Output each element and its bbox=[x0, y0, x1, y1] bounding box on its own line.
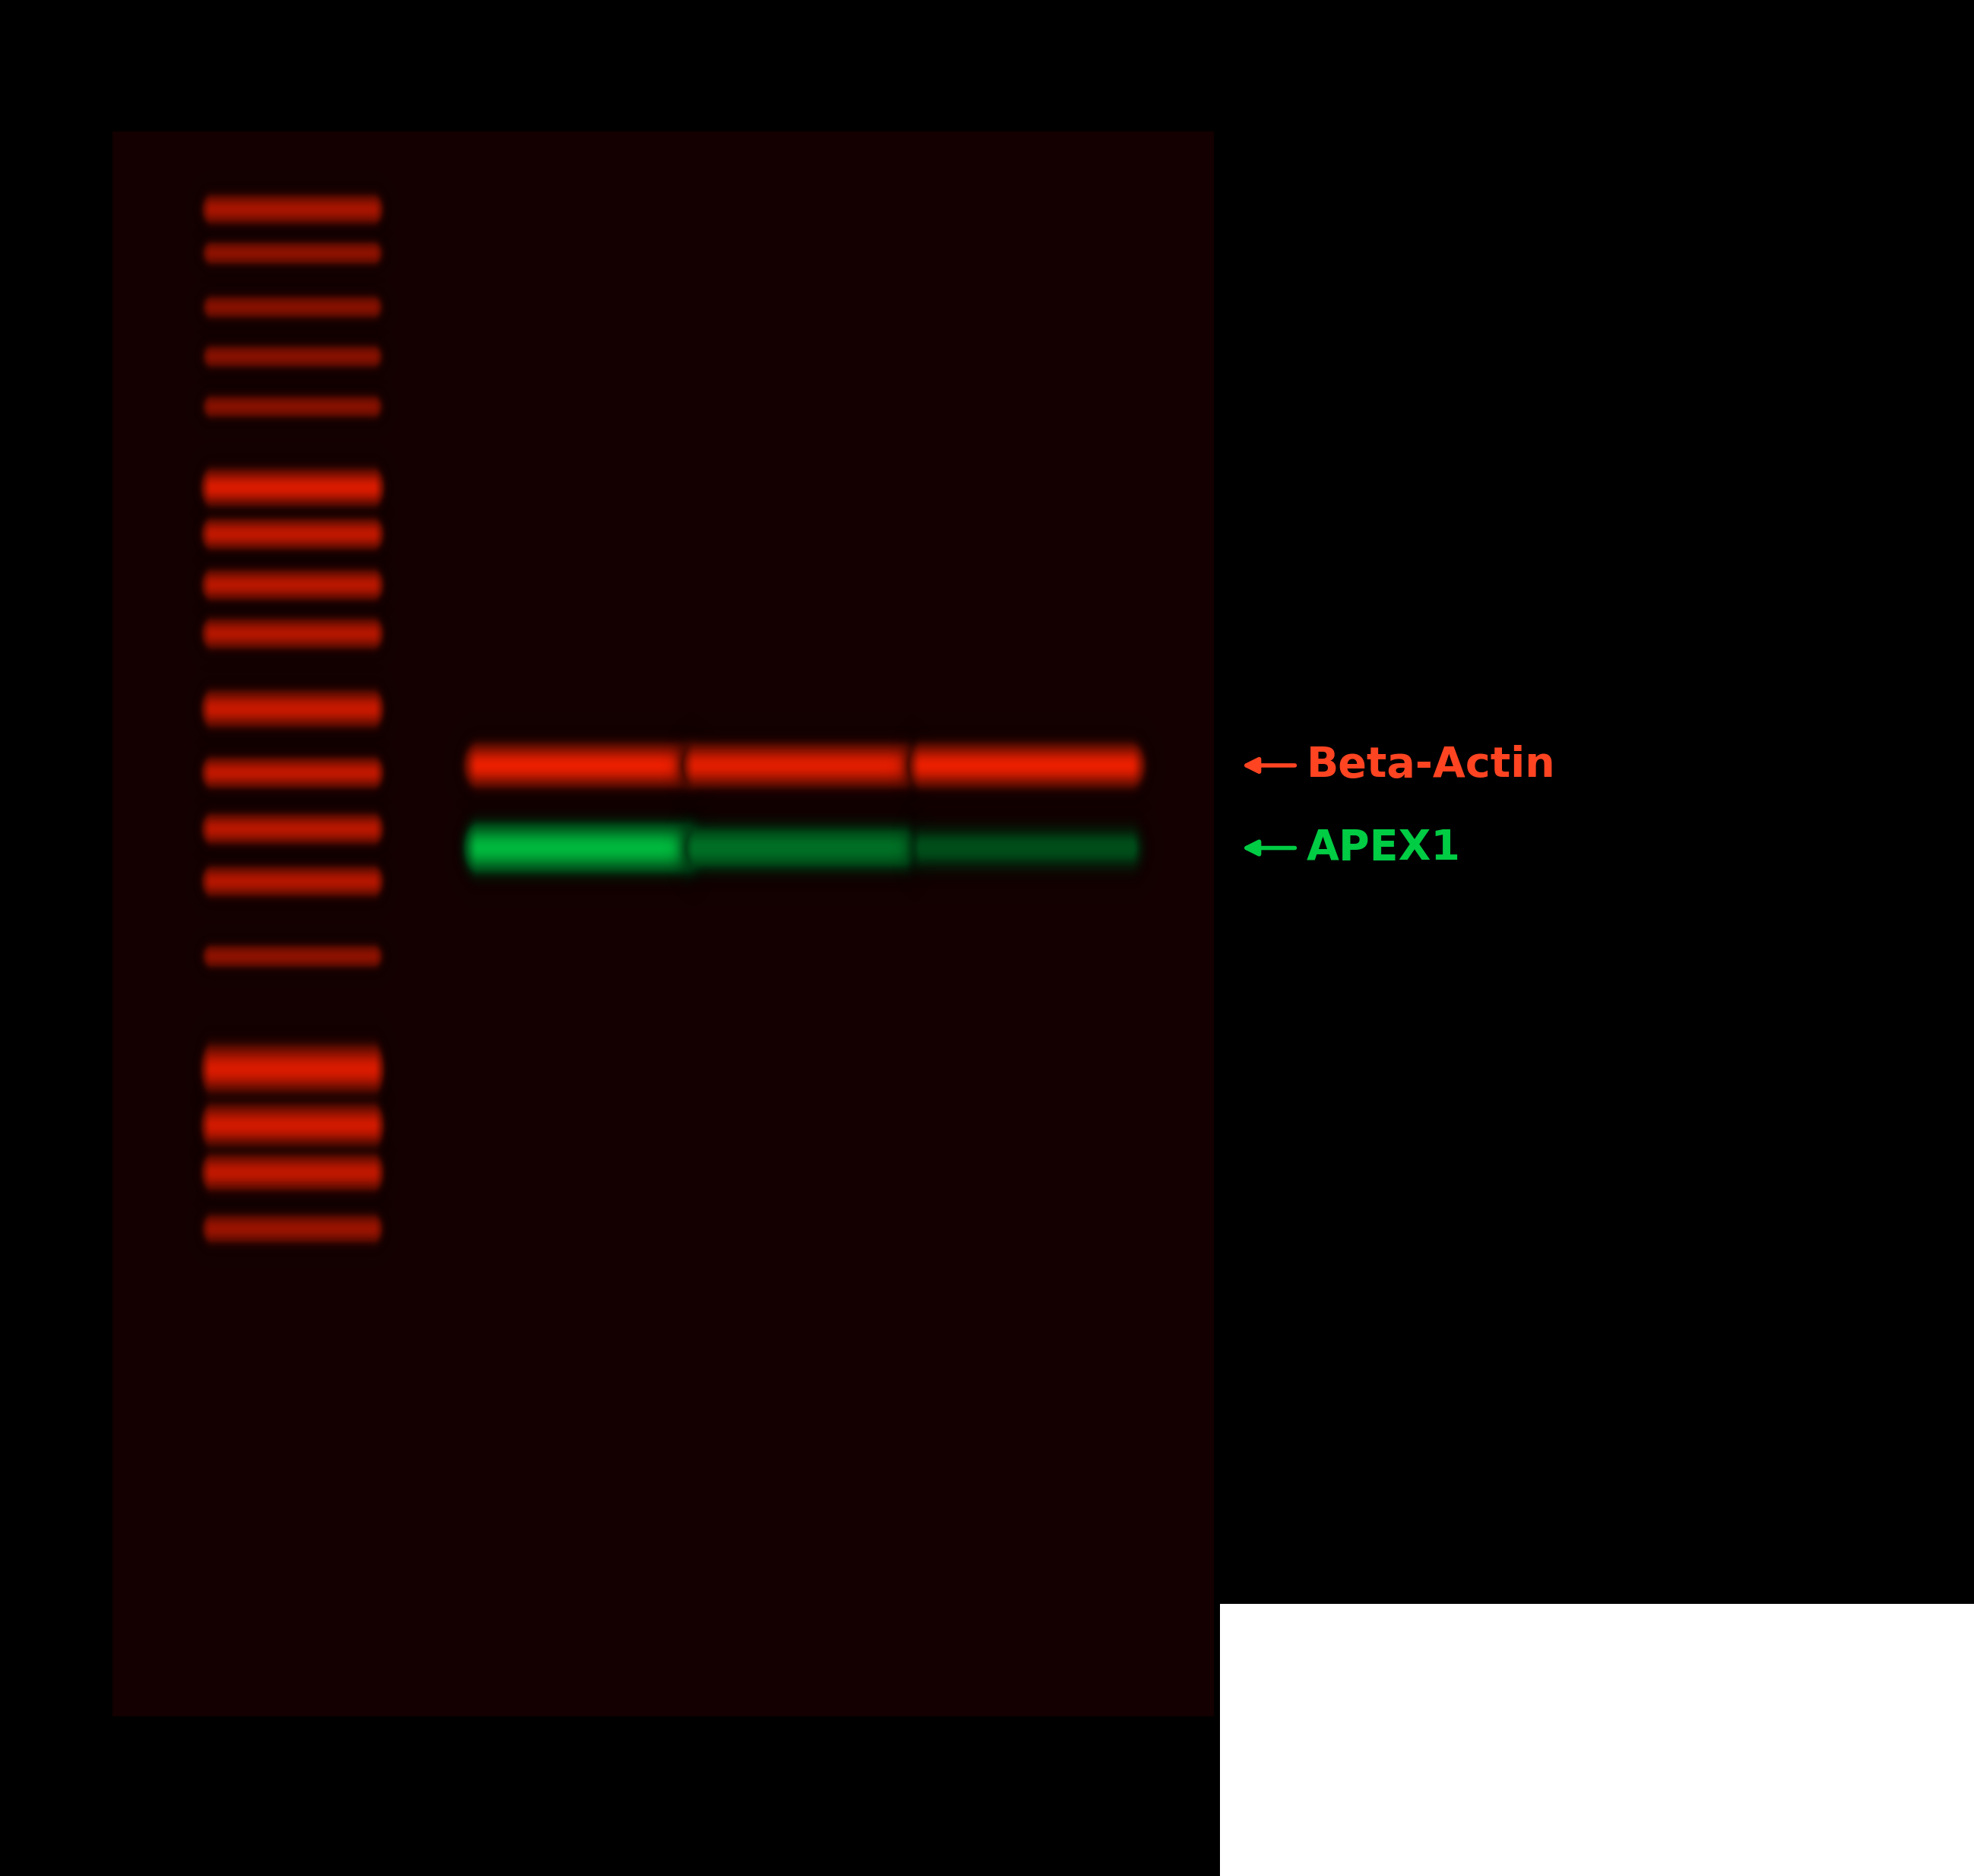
Text: APEX1: APEX1 bbox=[1307, 827, 1461, 869]
Bar bbox=[1220, 1604, 1974, 1876]
Text: Beta-Actin: Beta-Actin bbox=[1307, 745, 1556, 786]
Bar bbox=[113, 131, 1214, 1717]
